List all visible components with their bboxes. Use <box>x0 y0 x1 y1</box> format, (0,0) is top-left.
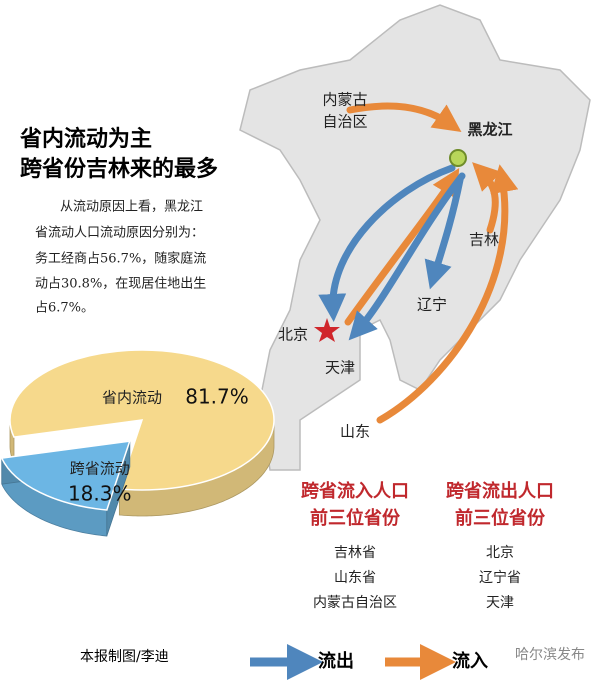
outflow-title: 跨省流出人口 <box>446 480 554 502</box>
outflow-title: 前三位省份 <box>455 507 546 529</box>
body-text: 务工经商占56.7%，随家庭流 <box>35 251 206 267</box>
pie-slice <box>9 349 275 491</box>
inflow-item: 吉林省 <box>334 545 376 561</box>
map-label: 自治区 <box>322 113 367 131</box>
inflow-title: 前三位省份 <box>310 507 401 529</box>
headline: 跨省份吉林来的最多 <box>20 156 218 182</box>
map-label: 吉林 <box>469 231 499 249</box>
credit: 本报制图/李迪 <box>80 649 169 665</box>
map-label: 内蒙古 <box>322 91 367 109</box>
body-text: 省流动人口流动原因分别为： <box>35 226 204 241</box>
inflow-item: 内蒙古自治区 <box>313 595 397 611</box>
map-label: 天津 <box>325 359 355 377</box>
body-text: 占6.7%。 <box>35 301 94 316</box>
legend-label: 流出 <box>318 650 354 672</box>
body-text: 从流动原因上看，黑龙江 <box>60 199 203 215</box>
outflow-arrow <box>424 176 464 290</box>
map-label: 北京 <box>278 326 308 344</box>
inflow-arrow <box>472 162 502 234</box>
outflow-arrow <box>348 172 466 341</box>
beijing-star <box>314 318 340 342</box>
inflow-arrow <box>346 102 462 133</box>
map-label: 山东 <box>340 423 370 441</box>
inflow-title: 跨省流入人口 <box>301 480 409 502</box>
outflow-arrow <box>318 164 456 322</box>
harbin-dot <box>449 149 467 167</box>
legend-label: 流入 <box>452 650 488 672</box>
map-label: 黑龙江 <box>467 121 512 139</box>
slice-label: 跨省流动 <box>70 460 130 478</box>
slice-value: 81.7% <box>185 385 249 409</box>
map-land <box>239 4 591 471</box>
slice-value: 18.3% <box>68 482 132 506</box>
map-label: 辽宁 <box>417 296 447 314</box>
pie-chart: 省内流动 81.7% 跨省流动 18.3% <box>0 349 275 537</box>
pie-slice <box>0 440 131 511</box>
headline: 省内流动为主 <box>19 126 152 152</box>
watermark: 哈尔滨发布 <box>515 647 585 663</box>
outflow-item: 北京 <box>486 545 514 561</box>
outflow-item: 辽宁省 <box>479 569 521 586</box>
outflow-item: 天津 <box>486 595 514 611</box>
slice-label: 省内流动 <box>102 389 162 407</box>
inflow-item: 山东省 <box>334 570 376 586</box>
inflow-arrow <box>344 167 460 326</box>
flow-arrows <box>318 102 519 424</box>
body-text: 动占30.8%，在现居住地出生 <box>35 277 206 292</box>
inflow-arrow <box>376 164 519 424</box>
